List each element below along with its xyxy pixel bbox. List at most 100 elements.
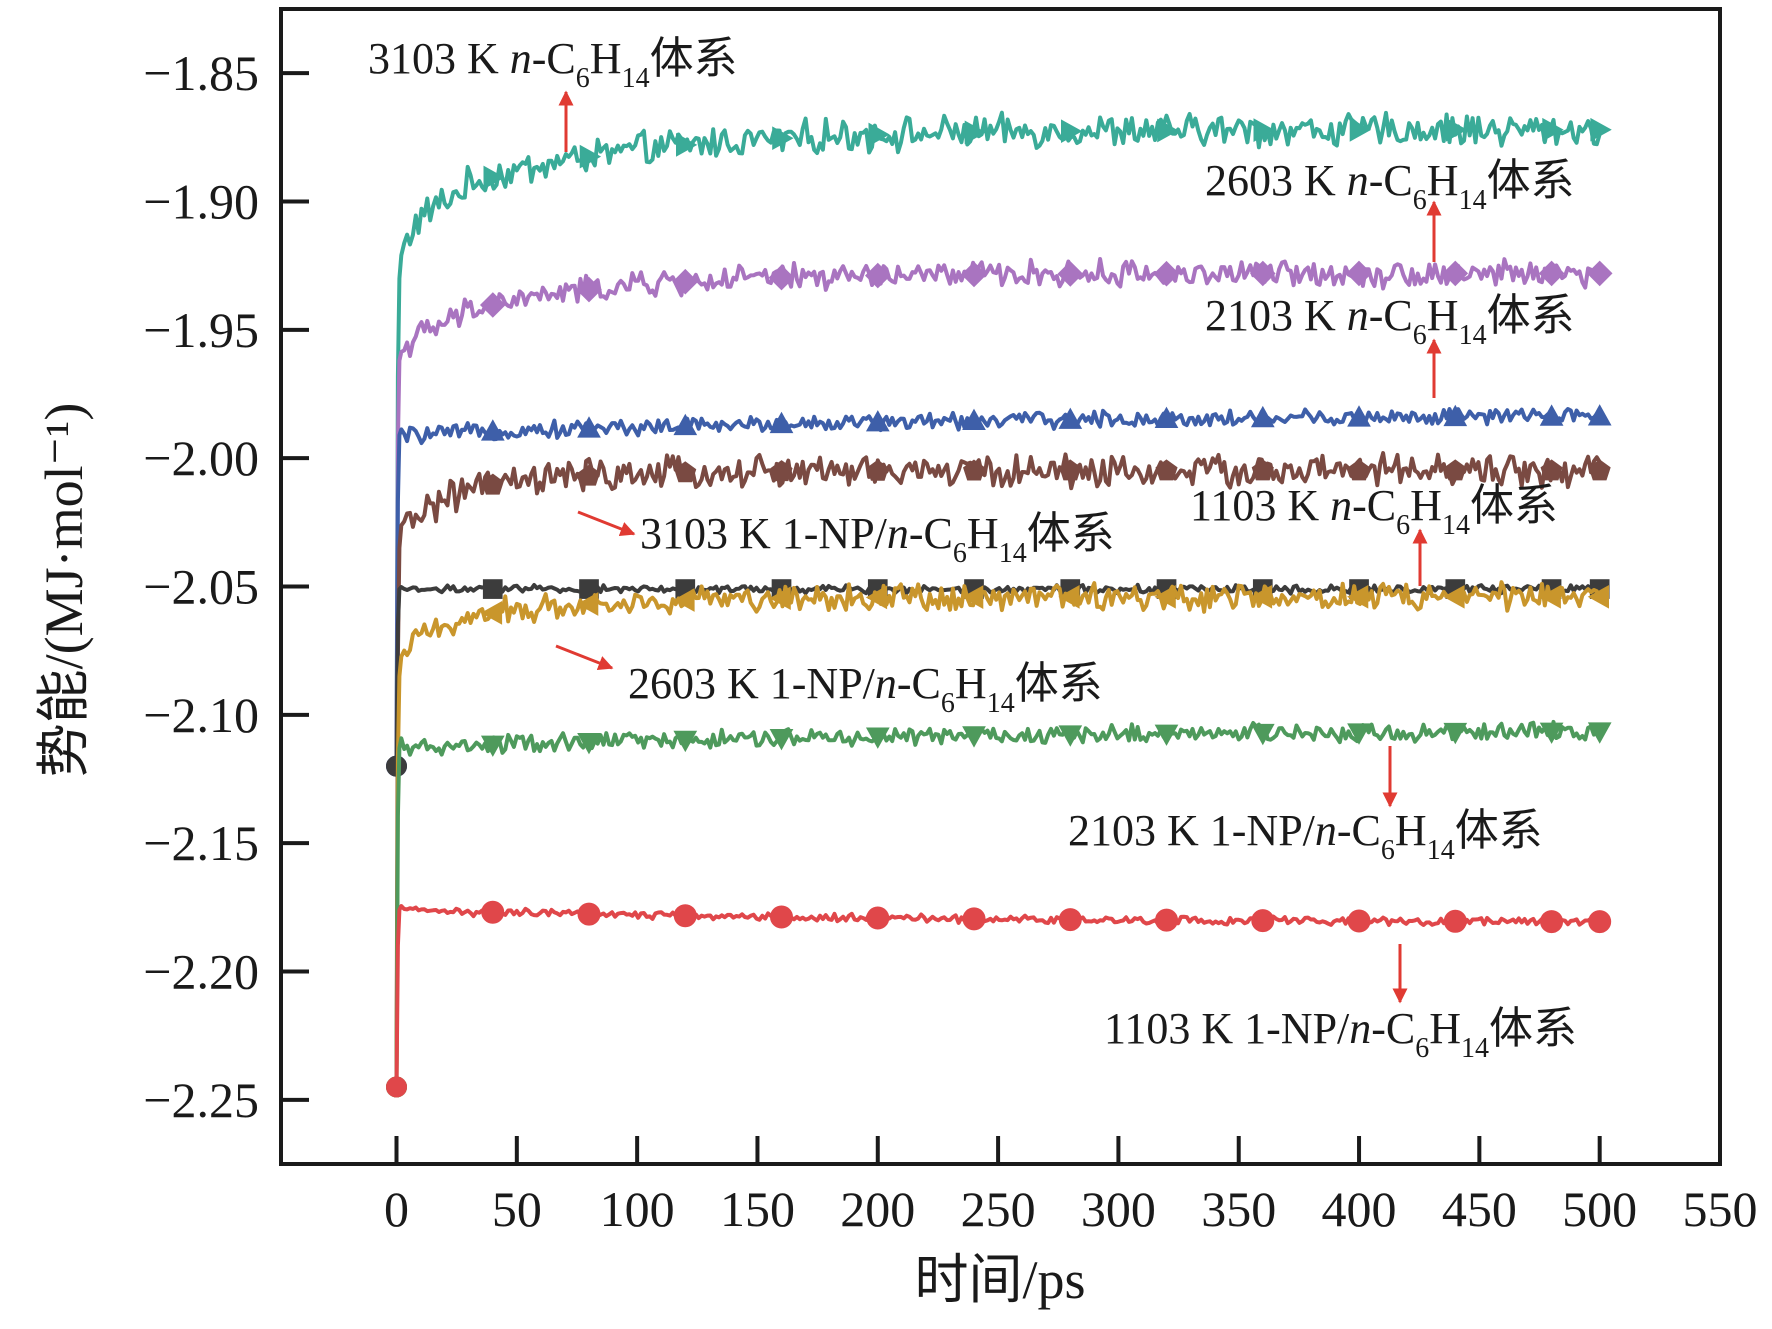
data-point	[1443, 722, 1468, 745]
series-7	[386, 719, 1612, 1098]
data-point	[868, 122, 890, 147]
y-tick-label: −1.95	[143, 302, 259, 358]
series-label: 2603 K n-C6H14体系	[1205, 155, 1575, 216]
data-point	[1346, 260, 1372, 287]
data-point	[481, 473, 504, 495]
series-label: 1103 K 1-NP/n-C6H14体系	[1104, 1003, 1577, 1064]
data-point	[1154, 724, 1179, 746]
data-point	[1058, 407, 1083, 429]
y-tick-label: −1.90	[143, 174, 259, 230]
data-point	[1538, 260, 1565, 287]
data-point	[962, 726, 986, 748]
data-point	[866, 906, 890, 930]
x-tick-label: 550	[1683, 1181, 1758, 1237]
x-tick-label: 0	[384, 1181, 409, 1237]
data-point	[482, 579, 503, 599]
data-point	[1349, 118, 1372, 142]
x-tick-label: 50	[492, 1181, 542, 1237]
data-point	[1539, 404, 1564, 426]
data-point	[772, 126, 794, 151]
series-4	[386, 451, 1611, 1098]
label-arrow	[577, 510, 636, 537]
y-axis-title: 势能/(MJ·mol⁻¹)	[34, 403, 94, 778]
data-point	[963, 459, 986, 481]
series-label: 2103 K n-C6H14体系	[1205, 290, 1575, 351]
data-point	[483, 165, 505, 190]
data-point	[1249, 260, 1276, 287]
data-point	[1153, 260, 1180, 287]
data-point	[578, 464, 601, 486]
series-layer	[386, 110, 1613, 1098]
data-point	[1253, 118, 1275, 142]
data-point	[1540, 459, 1563, 481]
data-point	[770, 905, 794, 929]
data-point	[866, 459, 889, 481]
data-point	[962, 408, 986, 430]
data-point	[865, 727, 890, 749]
data-point	[480, 419, 505, 441]
data-point	[1251, 459, 1274, 481]
data-point	[1061, 119, 1083, 144]
y-tick-label: −1.85	[143, 45, 259, 101]
x-tick-label: 350	[1201, 1181, 1276, 1237]
data-point	[1348, 459, 1371, 481]
tick-layer: −1.85 −1.90 −1.95 −2.00 −2.05 −2.10 −2.15 −2.20…	[143, 45, 1757, 1237]
series-label: 3103 K 1-NP/n-C6H14体系	[640, 508, 1115, 569]
data-point	[1443, 909, 1467, 933]
data-point	[865, 410, 890, 432]
data-point	[1058, 725, 1083, 747]
data-point	[769, 411, 794, 434]
data-point	[1251, 909, 1275, 933]
data-point	[1154, 584, 1176, 609]
x-tick-label: 400	[1322, 1181, 1397, 1237]
data-point	[1250, 584, 1273, 609]
data-point	[1250, 723, 1275, 746]
series-3	[386, 404, 1612, 777]
data-point	[1058, 908, 1082, 932]
series-label: 2603 K 1-NP/n-C6H14体系	[628, 658, 1103, 719]
series-line	[394, 110, 1602, 767]
data-point	[1443, 404, 1468, 427]
data-point	[577, 902, 601, 926]
data-point	[1443, 584, 1465, 609]
data-point	[676, 133, 698, 157]
series-1	[386, 110, 1612, 777]
data-point	[1444, 459, 1467, 481]
data-point	[480, 601, 503, 625]
data-point	[576, 276, 602, 303]
series-8	[386, 900, 1612, 1098]
y-tick-label: −2.25	[143, 1072, 259, 1128]
x-tick-label: 300	[1081, 1181, 1156, 1237]
data-point	[672, 268, 699, 295]
data-point	[1057, 261, 1084, 287]
data-point	[1540, 910, 1564, 934]
data-point	[1539, 584, 1561, 609]
y-tick-label: −2.20	[143, 944, 259, 1000]
data-point	[577, 416, 601, 438]
data-point	[1442, 260, 1469, 287]
data-point	[769, 729, 794, 751]
data-point	[1155, 459, 1178, 481]
data-point	[770, 460, 793, 482]
data-point	[1586, 260, 1613, 287]
y-tick-label: −2.15	[143, 815, 259, 871]
x-tick-label: 200	[840, 1181, 915, 1237]
data-point	[1587, 722, 1612, 744]
x-tick-label: 500	[1562, 1181, 1637, 1237]
data-point	[1346, 584, 1369, 609]
y-tick-label: −2.10	[143, 687, 259, 743]
data-point	[1347, 909, 1371, 933]
data-point	[864, 262, 891, 289]
data-point	[1155, 908, 1179, 932]
data-point	[1157, 118, 1179, 143]
data-point	[1059, 459, 1082, 481]
x-tick-label: 100	[600, 1181, 675, 1237]
data-point	[964, 120, 987, 145]
data-point	[1588, 459, 1611, 481]
data-point	[1588, 910, 1612, 934]
data-point	[674, 461, 697, 483]
data-point	[768, 264, 795, 291]
data-point	[577, 733, 601, 755]
